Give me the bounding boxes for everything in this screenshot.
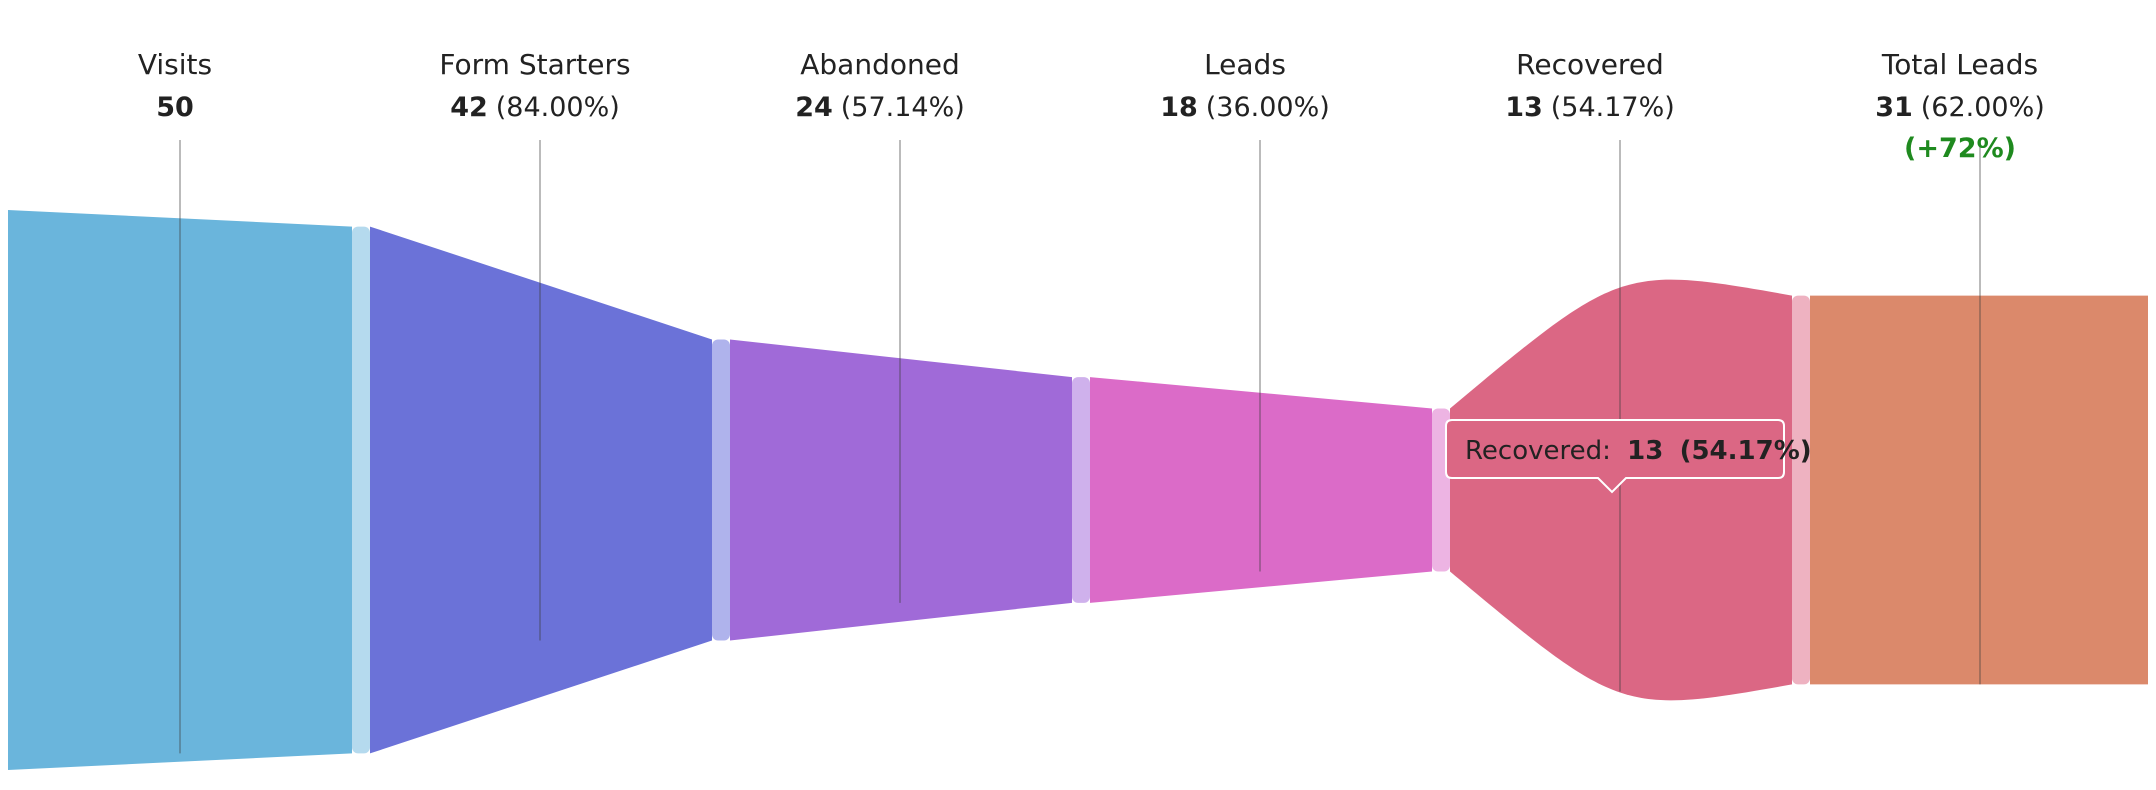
stage-count-4: 18 [1160,92,1198,123]
stage-percent-6: (62.00%) [1921,92,2045,123]
stage-value-6: 31 (62.00%) [1875,92,2045,123]
stage-value-4: 18 (36.00%) [1160,92,1330,123]
stage-percent-2: (84.00%) [496,92,620,123]
stage-percent-4: (36.00%) [1206,92,1330,123]
funnel-segment-2[interactable] [370,226,712,754]
tooltip-percent: (54.17%) [1680,436,1812,466]
stage-label-6: Total Leads [1881,48,2038,81]
stage-count-3: 24 [795,92,833,123]
tooltip: Recovered: 13 (54.17%) [1445,419,1812,494]
tooltip-label: Recovered: [1465,436,1611,466]
stage-value-5: 13 (54.17%) [1505,92,1675,123]
funnel-segment-3[interactable] [730,339,1072,641]
stage-count-5: 13 [1505,92,1543,123]
funnel-connector-3 [1072,377,1090,603]
funnel-connector-5 [1792,295,1810,685]
stage-percent-5: (54.17%) [1551,92,1675,123]
stage-count-6: 31 [1875,92,1913,123]
stage-label-2: Form Starters [439,48,630,81]
stage-value-3: 24 (57.14%) [795,92,965,123]
tooltip-text: Recovered: 13 (54.17%) [1465,436,1812,466]
stage-value-2: 42 (84.00%) [450,92,620,123]
tooltip-box [1445,419,1785,494]
stage-label-4: Leads [1204,48,1286,81]
stage-label-3: Abandoned [800,48,959,81]
funnel-segment-4[interactable] [1090,377,1432,603]
stage-value-1: 50 [156,92,194,123]
stage-label-1: Visits [138,48,212,81]
funnel-segment-5[interactable] [1450,279,1792,701]
stage-count-2: 42 [450,92,488,123]
stage-count-1: 50 [156,92,194,123]
funnel-segment-6[interactable] [1810,295,2148,685]
stage-growth-6: (+72%) [1904,133,2016,164]
funnel-connector-1 [352,226,370,754]
funnel-segment-1[interactable] [8,210,352,770]
stage-percent-3: (57.14%) [841,92,965,123]
stage-label-5: Recovered [1516,48,1664,81]
tooltip-value: 13 [1627,436,1663,466]
funnel-connector-2 [712,339,730,641]
